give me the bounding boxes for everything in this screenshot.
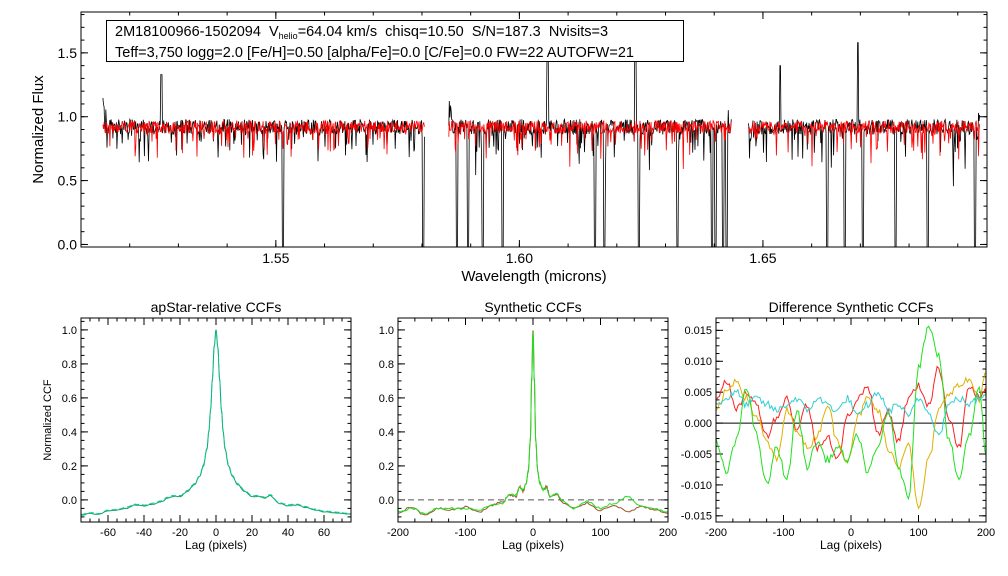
synthetic-ccf-panel: -200 -100 0 100 200 0.0 0.2 0.4 0.6 0.8 1.0 Lag (pi… xyxy=(379,299,677,552)
x-tick-label: -60 xyxy=(100,527,116,539)
star-id: 2M18100966-1502094 xyxy=(115,24,261,40)
y-tick-label: 1.0 xyxy=(58,109,78,125)
y-tick-label: 0.0 xyxy=(58,236,78,252)
x-tick-label: -20 xyxy=(172,527,188,539)
ccf-series-line-2 xyxy=(716,372,986,510)
chart-title: Synthetic CCFs xyxy=(484,299,581,315)
observed-spectrum-line xyxy=(102,37,981,247)
x-axis-label: Lag (pixels) xyxy=(185,538,247,552)
x-tick-label: -100 xyxy=(454,527,476,539)
stellar-params: Teff=3,750 logg=2.0 [Fe/H]=0.50 [alpha/F… xyxy=(115,45,634,61)
ccf-series-line-3 xyxy=(716,325,986,501)
vhelio-subscript: helio xyxy=(278,31,298,41)
info-line-2: Teff=3,750 logg=2.0 [Fe/H]=0.50 [alpha/F… xyxy=(115,45,675,62)
x-tick-label: -200 xyxy=(705,527,727,539)
y-tick-label: 0.0 xyxy=(379,495,394,507)
x-tick-label: 100 xyxy=(591,527,609,539)
ccf-series-line-2 xyxy=(81,330,351,515)
apstar-ccf-panel: -60 -40 -20 0 20 40 60 0.0 0.2 0.4 0.6 0.8 1.0 Lag (p… xyxy=(42,299,352,552)
ccf-series-line-1 xyxy=(81,329,351,516)
chart-title: apStar-relative CCFs xyxy=(151,299,282,315)
spectrum-panel: 1.55 1.60 1.65 0.0 0.5 1.0 1.5 Wavelength (micr… xyxy=(30,11,988,285)
y-tick-label: -0.015 xyxy=(681,511,712,523)
y-tick-label: 0.4 xyxy=(379,427,394,439)
ccf-series-line-1 xyxy=(398,330,668,516)
model-spectrum-line xyxy=(102,119,981,170)
plot-frame xyxy=(397,317,669,523)
y-tick-label: 0.6 xyxy=(62,393,77,405)
x-tick-label: -200 xyxy=(387,527,409,539)
x-tick-label: -40 xyxy=(136,527,152,539)
nvisits-value: Nvisits=3 xyxy=(548,24,609,40)
x-axis-label: Wavelength (microns) xyxy=(461,268,606,285)
ccf-series-line-2 xyxy=(398,332,668,515)
y-tick-label: 0.6 xyxy=(379,393,394,405)
snr-value: S/N=187.3 xyxy=(471,24,541,40)
y-tick-label: 0.8 xyxy=(62,359,77,371)
ccf-series-line-4 xyxy=(716,388,986,436)
x-tick-label: 200 xyxy=(977,527,995,539)
vhelio-value: =64.04 km/s xyxy=(297,24,378,40)
info-line-1: 2M18100966-1502094 Vhelio=64.04 km/s chi… xyxy=(115,24,675,45)
x-tick-label: 100 xyxy=(909,527,927,539)
y-tick-label: 1.0 xyxy=(379,325,394,337)
chart-title: Difference Synthetic CCFs xyxy=(769,299,934,315)
x-tick-label: 20 xyxy=(246,527,258,539)
y-tick-label: 0.0 xyxy=(62,495,77,507)
x-tick-label: 0 xyxy=(530,527,536,539)
y-tick-label: 0.4 xyxy=(62,427,77,439)
y-tick-label: 0.000 xyxy=(684,418,712,430)
spectrum-info-box: 2M18100966-1502094 Vhelio=64.04 km/s chi… xyxy=(106,20,684,62)
x-axis-label: Lag (pixels) xyxy=(502,538,564,552)
x-tick-label: 1.60 xyxy=(506,250,533,266)
y-tick-label: 1.0 xyxy=(62,325,77,337)
x-axis-label: Lag (pixels) xyxy=(820,538,882,552)
difference-ccf-panel: -200 -100 0 100 200 -0.015 -0.010 -0.005 0.000 0.… xyxy=(681,299,995,552)
x-tick-label: 0 xyxy=(213,527,219,539)
x-tick-label: -100 xyxy=(772,527,794,539)
x-tick-label: 60 xyxy=(318,527,330,539)
y-tick-label: 0.2 xyxy=(379,461,394,473)
y-tick-label: -0.005 xyxy=(681,449,712,461)
y-axis-label: Normalized Flux xyxy=(30,75,47,184)
vhelio-prefix: V xyxy=(269,24,279,40)
x-tick-label: 40 xyxy=(282,527,294,539)
y-tick-label: 0.5 xyxy=(58,172,78,188)
y-tick-label: 1.5 xyxy=(58,45,78,61)
y-tick-label: -0.010 xyxy=(681,480,712,492)
x-tick-label: 1.65 xyxy=(749,250,776,266)
chisq-value: chisq=10.50 xyxy=(385,24,464,40)
y-tick-label: 0.005 xyxy=(684,387,712,399)
y-axis-label: Normalized CCF xyxy=(42,379,54,461)
y-tick-label: 0.2 xyxy=(62,461,77,473)
plot-frame xyxy=(80,317,352,523)
y-tick-label: 0.015 xyxy=(684,325,712,337)
x-tick-label: 0 xyxy=(848,527,854,539)
x-tick-label: 200 xyxy=(659,527,677,539)
y-tick-label: 0.8 xyxy=(379,359,394,371)
x-tick-label: 1.55 xyxy=(262,250,289,266)
y-tick-label: 0.010 xyxy=(684,356,712,368)
